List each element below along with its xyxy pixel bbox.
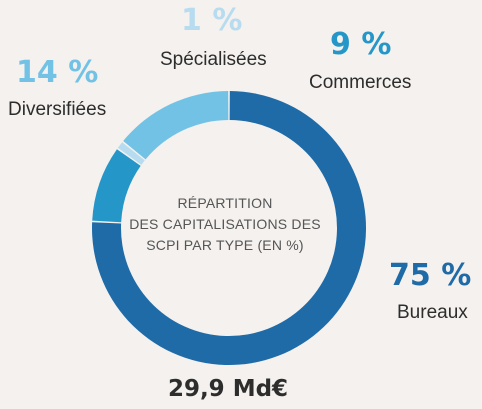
donut-slice-commerces <box>92 149 141 223</box>
data-label-diversifiees-name: Diversifiées <box>8 99 107 120</box>
data-label-commerces-value: 9 % <box>330 27 392 62</box>
donut-slice-diversifiees <box>123 91 229 160</box>
chart-center-title: RÉPARTITION DES CAPITALISATIONS DES SCPI… <box>125 193 325 256</box>
data-label-specialisees-value: 1 % <box>181 3 243 38</box>
total-capitalisation: 29,9 Md€ <box>167 376 289 402</box>
center-title-line-3: SCPI PAR TYPE (EN %) <box>146 237 304 253</box>
data-label-diversifiees-value: 14 % <box>16 55 99 90</box>
donut-slice-specialisees <box>117 142 145 165</box>
center-title-line-1: RÉPARTITION <box>177 195 273 211</box>
data-label-commerces-name: Commerces <box>309 72 412 93</box>
center-title-line-2: DES CAPITALISATIONS DES <box>129 216 321 232</box>
data-label-specialisees-name: Spécialisées <box>160 49 267 70</box>
data-label-bureaux-name: Bureaux <box>397 302 468 323</box>
data-label-bureaux-value: 75 % <box>389 258 472 293</box>
